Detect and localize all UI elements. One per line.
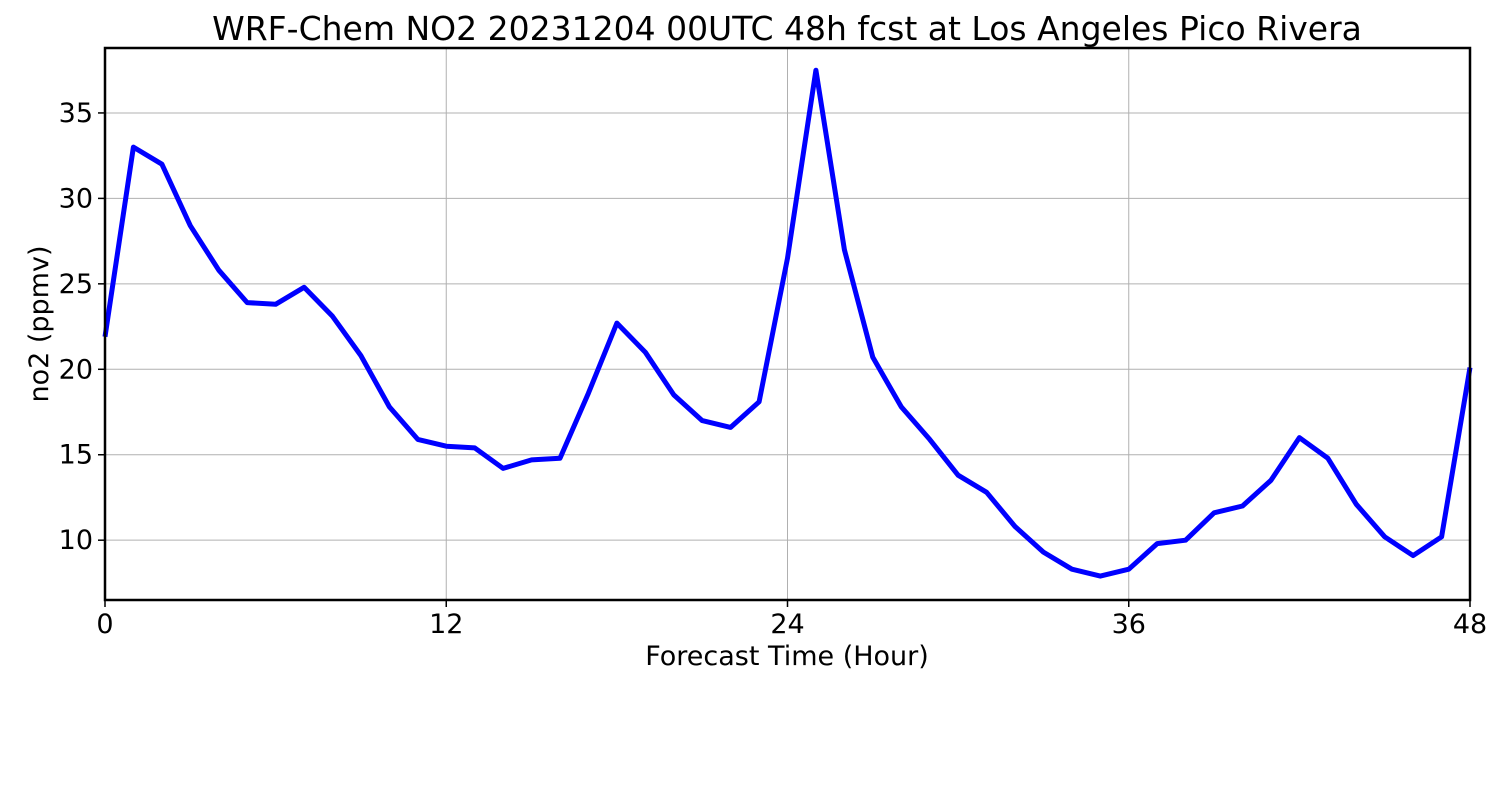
grid-lines xyxy=(104,48,1471,600)
y-tick-label: 15 xyxy=(59,440,93,471)
x-tick-label: 12 xyxy=(429,609,463,640)
y-axis-ticks: 10 15 20 25 30 35 xyxy=(59,98,105,556)
x-axis-ticks: 0 12 24 36 48 xyxy=(96,600,1487,640)
y-tick-label: 25 xyxy=(59,269,93,300)
x-tick-label: 36 xyxy=(1112,609,1146,640)
x-tick-label: 24 xyxy=(770,609,804,640)
y-tick-label: 10 xyxy=(59,525,93,556)
x-tick-label: 48 xyxy=(1453,609,1487,640)
y-tick-label: 30 xyxy=(59,183,93,214)
y-tick-label: 35 xyxy=(59,98,93,129)
x-axis-label: Forecast Time (Hour) xyxy=(645,641,929,672)
x-tick-label: 0 xyxy=(96,609,113,640)
series-line-0 xyxy=(102,67,1473,579)
chart-title: WRF-Chem NO2 20231204 00UTC 48h fcst at … xyxy=(212,9,1362,48)
series-layer xyxy=(102,67,1473,579)
y-tick-label: 20 xyxy=(59,354,93,385)
y-axis-label: no2 (ppmv) xyxy=(24,245,55,402)
